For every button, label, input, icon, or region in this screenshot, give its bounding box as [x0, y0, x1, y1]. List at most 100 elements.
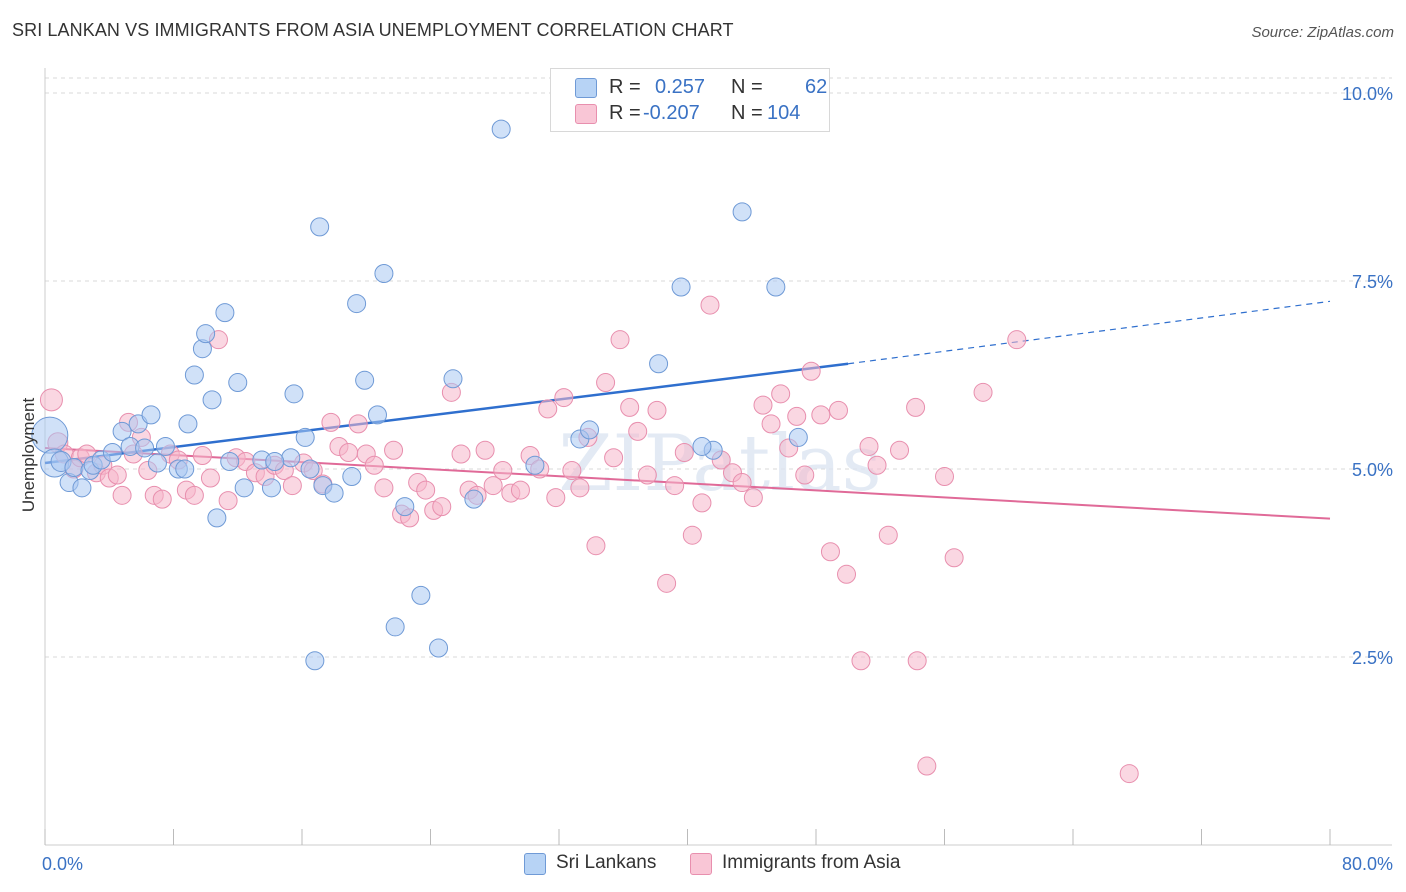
y-tick-label: 7.5% [1352, 272, 1393, 292]
immigrants-from-asia-point [493, 461, 513, 481]
sri-lankans-trend-extension [848, 300, 1331, 365]
sri-lankans-point [220, 452, 240, 471]
sri-lankans-point [649, 354, 669, 374]
immigrants-from-asia-point [647, 400, 667, 420]
x-tick-label: 0.0% [42, 854, 83, 874]
sri-lankans-point [374, 264, 394, 284]
immigrants-from-asia-point [700, 295, 720, 315]
immigrants-from-asia-point [878, 525, 898, 545]
immigrants-from-asia-point [339, 442, 359, 462]
correlation-legend: R = 0.257 N = 62 R = -0.207 N = 104 [550, 68, 830, 132]
immigrants-from-asia-point [546, 488, 566, 508]
immigrants-from-asia-point [152, 489, 172, 509]
sri-lankans-point [228, 373, 248, 393]
sri-lankans-point [342, 467, 362, 487]
sri-lankans-trend-line [44, 362, 849, 465]
immigrants-from-asia-point [907, 651, 927, 671]
immigrants-from-asia-point [538, 399, 558, 419]
immigrants-from-asia-point [112, 485, 132, 505]
immigrants-from-asia-point [637, 465, 657, 485]
sri-lankans-point [671, 277, 691, 297]
y-tick-label: 5.0% [1352, 460, 1393, 480]
sri-lankans-point [112, 421, 132, 441]
immigrants-from-asia-point [192, 445, 212, 465]
immigrants-from-asia-point [935, 467, 954, 487]
immigrants-from-asia-point [184, 485, 204, 505]
immigrants-from-asia-points [39, 295, 1139, 784]
immigrants-from-asia-point [321, 412, 341, 432]
sri-lankans-point [324, 483, 344, 503]
sri-lankans-point [202, 390, 222, 410]
immigrants-from-asia-point [657, 573, 677, 593]
sri-lankans-point [178, 414, 198, 434]
source-label: Source: ZipAtlas.com [1251, 24, 1394, 41]
sri-lankans-point [147, 453, 167, 473]
immigrants-from-asia-point [1119, 764, 1139, 784]
immigrants-from-asia-point [917, 756, 937, 776]
sri-lankans-point [64, 458, 84, 478]
sri-lankans-point [72, 478, 92, 498]
bottom-legend-label: Sri Lankans [556, 852, 657, 873]
immigrants-from-asia-point [554, 388, 574, 408]
sri-lankans-point [265, 452, 285, 471]
sri-lankans-point [525, 455, 545, 475]
immigrants-from-asia-point [859, 436, 879, 456]
sri-lankans-point [295, 427, 315, 447]
immigrants-from-asia-point [107, 465, 127, 485]
legend-n-value: 62 [805, 76, 828, 98]
legend-swatch-pink [575, 104, 597, 124]
immigrants-from-asia-point [200, 468, 220, 488]
sri-lankans-point [347, 294, 367, 314]
immigrants-from-asia-point [282, 476, 302, 496]
immigrants-from-asia-point [628, 421, 648, 441]
legend-r-value: -0.207 [643, 102, 700, 124]
tick-labels: 2.5% 5.0% 7.5% 10.0% 0.0% 80.0% [42, 84, 1393, 874]
immigrants-from-asia-point [475, 440, 495, 460]
y-axis-label: Unemployment [19, 398, 38, 513]
immigrants-from-asia-point [570, 478, 590, 498]
sri-lankans-point [155, 436, 175, 456]
immigrants-from-asia-point [973, 382, 993, 402]
sri-lankans-point [464, 489, 484, 509]
immigrants-from-asia-point [510, 480, 530, 500]
sri-lankans-point [234, 478, 254, 498]
sri-lankans-point [367, 405, 387, 425]
immigrants-from-asia-point [384, 440, 404, 460]
immigrants-from-asia-point [665, 476, 685, 496]
immigrants-from-asia-point [867, 455, 887, 475]
immigrants-from-asia-point [604, 448, 624, 468]
immigrants-from-asia-point [586, 536, 606, 556]
immigrants-from-asia-point [674, 442, 694, 462]
immigrants-from-asia-point [39, 388, 63, 412]
sri-lankans-point [491, 119, 511, 139]
sri-lankans-point [300, 459, 320, 479]
immigrants-from-asia-point [483, 476, 503, 496]
immigrants-from-asia-point [890, 440, 910, 460]
gridlines [45, 77, 1392, 658]
sri-lankans-point [196, 324, 216, 344]
y-tick-label: 2.5% [1352, 648, 1393, 668]
immigrants-from-asia-point [753, 395, 773, 415]
immigrants-from-asia-point [432, 497, 452, 517]
sri-lankans-point [184, 365, 204, 385]
sri-lankans-point [310, 217, 330, 237]
legend-n-label: N = [731, 102, 763, 124]
x-tick-label: 80.0% [1342, 854, 1393, 874]
immigrants-from-asia-point [837, 564, 857, 584]
immigrants-from-asia-point [732, 473, 752, 493]
immigrants-from-asia-point [596, 373, 616, 393]
immigrants-from-asia-point [787, 406, 807, 426]
sri-lankans-points [31, 119, 808, 671]
immigrants-from-asia-point [801, 361, 821, 381]
sri-lankans-point [281, 448, 301, 468]
immigrants-from-asia-point [771, 384, 791, 404]
immigrants-from-asia-point [364, 455, 384, 475]
bottom-legend-swatch-blue [524, 853, 546, 875]
legend-r-label: R = [609, 102, 641, 124]
chart-title: SRI LANKAN VS IMMIGRANTS FROM ASIA UNEMP… [12, 20, 734, 40]
sri-lankans-point [305, 651, 325, 671]
immigrants-from-asia-point [1007, 330, 1027, 350]
legend-swatch-blue [575, 78, 597, 98]
sri-lankans-point [411, 585, 431, 605]
sri-lankans-point [385, 617, 405, 637]
